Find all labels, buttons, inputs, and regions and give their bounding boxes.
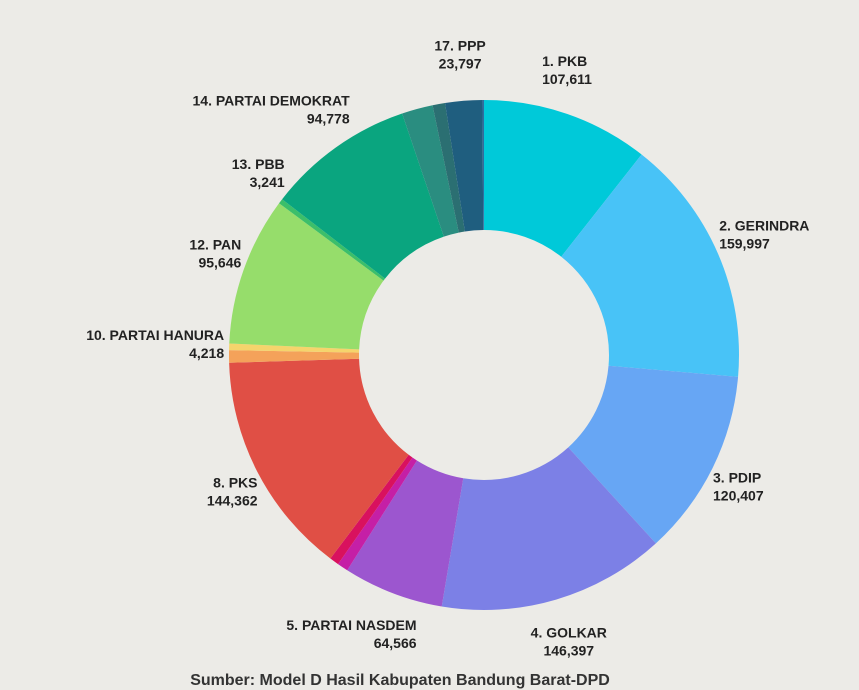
slice-value-label: 23,797 <box>439 56 482 72</box>
slice-label: 10. PARTAI HANURA <box>86 327 224 343</box>
slice-label: 13. PBB <box>232 156 285 172</box>
slice-value-label: 146,397 <box>543 642 594 658</box>
slice-value-label: 94,778 <box>307 111 350 127</box>
donut-slice <box>229 350 360 363</box>
donut-slice <box>338 457 417 571</box>
donut-slice <box>229 343 360 353</box>
donut-slice <box>432 102 465 233</box>
donut-slice <box>402 105 459 237</box>
source-note: Sumber: Model D Hasil Kabupaten Bandung … <box>190 672 610 689</box>
slice-value-label: 159,997 <box>719 235 770 251</box>
donut-slice <box>441 447 656 610</box>
slice-label: 12. PAN <box>189 236 241 252</box>
donut-slice <box>282 113 444 279</box>
slice-value-label: 3,241 <box>250 174 285 190</box>
slice-value-label: 144,362 <box>207 493 258 509</box>
slice-label: 14. PARTAI DEMOKRAT <box>193 93 351 109</box>
slice-label: 4. GOLKAR <box>531 624 607 640</box>
slice-value-label: 107,611 <box>542 71 592 87</box>
slice-label: 17. PPP <box>434 38 485 54</box>
donut-slice <box>482 100 484 231</box>
donut-slice <box>330 454 413 565</box>
donut-slice <box>561 154 740 377</box>
donut-slice <box>229 358 409 559</box>
slice-label: 2. GERINDRA <box>719 217 809 233</box>
slice-value-label: 64,566 <box>374 635 417 651</box>
donut-slice <box>484 100 642 257</box>
slice-value-label: 120,407 <box>713 487 764 503</box>
donut-slice <box>347 460 464 607</box>
slice-label: 8. PKS <box>213 475 257 491</box>
donut-slice <box>229 203 384 350</box>
slice-value-label: 4,218 <box>189 345 224 361</box>
slice-label: 5. PARTAI NASDEM <box>286 617 416 633</box>
slice-label: 3. PDIP <box>713 469 761 485</box>
slice-value-label: 95,646 <box>198 254 241 270</box>
slice-label: 1. PKB <box>542 53 587 69</box>
donut-slice <box>445 100 484 232</box>
donut-slice <box>568 365 739 544</box>
donut-slice <box>279 199 386 281</box>
